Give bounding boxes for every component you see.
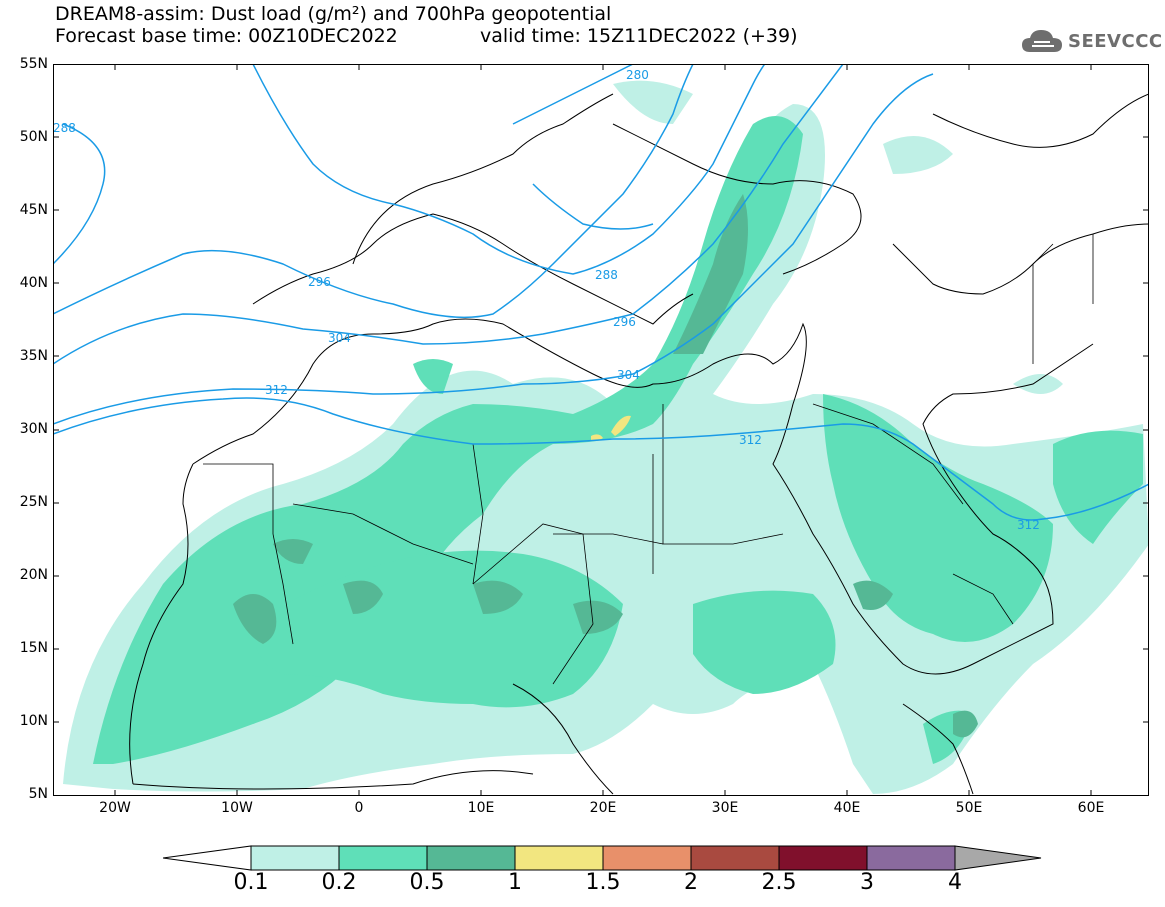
- contour-label: 312: [265, 383, 288, 397]
- colorbar-label: 2: [684, 870, 698, 895]
- lat-label: 55N: [19, 56, 48, 72]
- geopotential-contours: [53, 64, 1149, 521]
- lat-label: 30N: [19, 421, 48, 437]
- contour-labels: 280 288 288 296 296 304 304 312 312 312: [53, 68, 1040, 532]
- lat-label: 25N: [19, 494, 48, 510]
- lon-label: 60E: [1077, 800, 1105, 816]
- lat-label: 40N: [19, 275, 48, 291]
- lat-label: 45N: [19, 202, 48, 218]
- lon-label: 0: [354, 800, 364, 816]
- contour-label: 312: [739, 433, 762, 447]
- valid-time: valid time: 15Z11DEC2022 (+39): [480, 25, 798, 47]
- seevccc-logo: SEEVCCC: [1020, 26, 1162, 56]
- colorbar-label: 0.1: [233, 870, 269, 895]
- logo-text: SEEVCCC: [1068, 31, 1163, 52]
- cloud-icon: [1022, 30, 1062, 52]
- lat-label: 5N: [28, 786, 48, 802]
- map-title: DREAM8-assim: Dust load (g/m²) and 700hP…: [55, 3, 612, 25]
- map-frame: [53, 64, 1149, 796]
- colorbar-label: 0.5: [409, 870, 445, 895]
- colorbar-swatch: [602, 845, 692, 871]
- lat-label: 20N: [19, 567, 48, 583]
- lon-label: 10E: [467, 800, 495, 816]
- lon-label: 30E: [711, 800, 739, 816]
- colorbar-label: 2.5: [761, 870, 797, 895]
- lon-label: 50E: [955, 800, 983, 816]
- colorbar: [163, 845, 1042, 871]
- lat-label: 35N: [19, 348, 48, 364]
- colorbar-swatch: [426, 845, 516, 871]
- colorbar-label: 0.2: [321, 870, 357, 895]
- contour-label: 288: [53, 121, 76, 135]
- lon-label: 20W: [99, 800, 131, 816]
- colorbar-label: 4: [948, 870, 962, 895]
- dust-shading-peak: [591, 415, 631, 441]
- contour-label: 296: [308, 275, 331, 289]
- lon-label: 10W: [221, 800, 253, 816]
- colorbar-swatch: [338, 845, 428, 871]
- lat-label: 10N: [19, 713, 48, 729]
- colorbar-label: 1.5: [585, 870, 621, 895]
- contour-label: 304: [617, 368, 640, 382]
- lon-label: 20E: [589, 800, 617, 816]
- contour-label: 304: [328, 331, 351, 345]
- colorbar-swatch: [866, 845, 956, 871]
- country-borders: [203, 234, 1094, 685]
- colorbar-under: [163, 845, 252, 871]
- dust-shading-dark: [233, 194, 978, 738]
- dust-map: 280 288 288 296 296 304 304 312 312 312: [53, 64, 1149, 796]
- contour-label: 312: [1017, 518, 1040, 532]
- lat-label: 15N: [19, 640, 48, 656]
- coastlines: [129, 93, 1149, 795]
- forecast-base-time: Forecast base time: 00Z10DEC2022: [55, 25, 398, 47]
- colorbar-swatch: [778, 845, 868, 871]
- contour-label: 296: [613, 315, 636, 329]
- colorbar-swatch: [690, 845, 780, 871]
- colorbar-over: [954, 845, 1042, 871]
- colorbar-label: 3: [860, 870, 874, 895]
- colorbar-label: 1: [508, 870, 522, 895]
- lat-label: 50N: [19, 129, 48, 145]
- colorbar-swatch: [514, 845, 604, 871]
- colorbar-swatch: [250, 845, 340, 871]
- contour-label: 280: [626, 68, 649, 82]
- contour-label: 288: [595, 268, 618, 282]
- lon-label: 40E: [833, 800, 861, 816]
